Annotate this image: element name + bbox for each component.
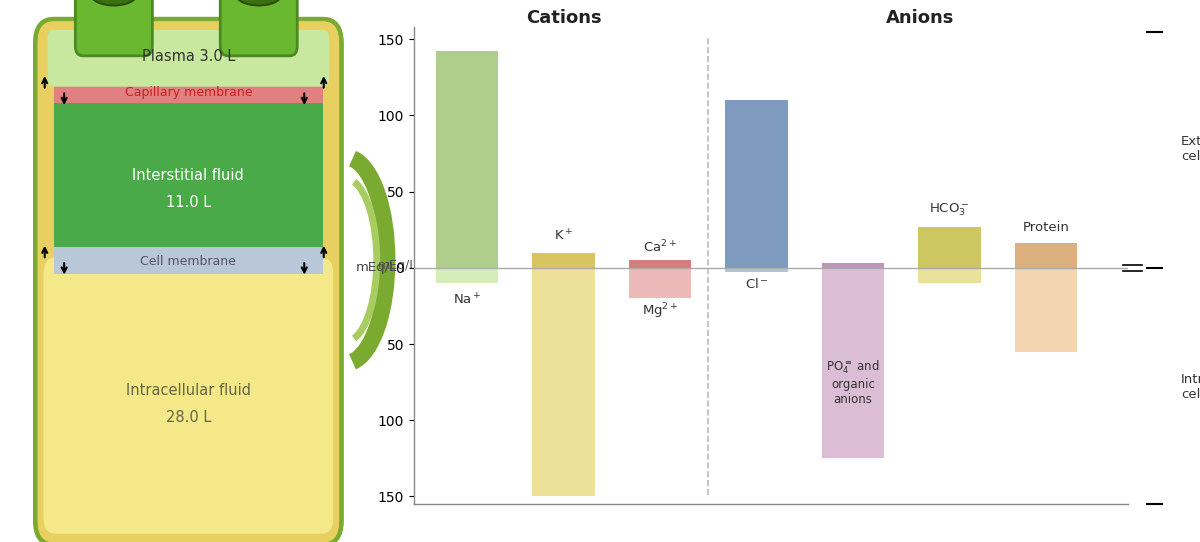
- Text: Capillary membrane: Capillary membrane: [125, 86, 252, 99]
- Text: 28.0 L: 28.0 L: [166, 410, 211, 425]
- Text: Anions: Anions: [887, 9, 955, 27]
- Bar: [725, 268, 788, 273]
- Text: Intra-
cellular: Intra- cellular: [1181, 373, 1200, 401]
- Bar: [822, 268, 884, 459]
- Text: mEq/L: mEq/L: [378, 259, 418, 272]
- Text: Interstitial fluid: Interstitial fluid: [132, 167, 245, 183]
- FancyBboxPatch shape: [48, 30, 329, 87]
- Text: Plasma 3.0 L: Plasma 3.0 L: [142, 49, 235, 64]
- FancyBboxPatch shape: [221, 0, 298, 56]
- Bar: [54, 33, 323, 79]
- Bar: [629, 268, 691, 298]
- Bar: [436, 268, 498, 283]
- FancyBboxPatch shape: [76, 0, 152, 56]
- Text: HCO$_3^-$: HCO$_3^-$: [929, 201, 970, 217]
- Text: 11.0 L: 11.0 L: [166, 195, 211, 210]
- Bar: [54, 103, 323, 247]
- Bar: [918, 227, 980, 268]
- Text: Intracellular fluid: Intracellular fluid: [126, 383, 251, 398]
- Text: mEq/L: mEq/L: [356, 261, 397, 274]
- Text: Protein: Protein: [1022, 221, 1069, 234]
- Bar: [532, 253, 595, 268]
- Ellipse shape: [91, 0, 137, 5]
- Bar: [629, 260, 691, 268]
- Text: Ca$^{2+}$: Ca$^{2+}$: [643, 239, 677, 256]
- Ellipse shape: [236, 0, 282, 5]
- FancyBboxPatch shape: [35, 19, 342, 542]
- Text: Cell membrane: Cell membrane: [140, 255, 236, 268]
- Bar: [532, 268, 595, 496]
- Text: PO$^{\equiv}_{4}$ and
organic
anions: PO$^{\equiv}_{4}$ and organic anions: [826, 358, 880, 406]
- Text: Mg$^{2+}$: Mg$^{2+}$: [642, 301, 678, 321]
- Bar: [822, 263, 884, 268]
- Text: Extra-
cellular: Extra- cellular: [1181, 135, 1200, 163]
- Text: Na$^+$: Na$^+$: [452, 292, 481, 307]
- Text: K$^+$: K$^+$: [554, 228, 574, 243]
- Bar: [54, 79, 323, 103]
- Bar: [725, 100, 788, 268]
- Bar: [1015, 243, 1078, 268]
- Bar: [1015, 268, 1078, 352]
- Bar: [918, 268, 980, 283]
- Text: Cl$^-$: Cl$^-$: [745, 277, 768, 291]
- Bar: [436, 51, 498, 268]
- Text: Cations: Cations: [526, 9, 601, 27]
- FancyBboxPatch shape: [43, 257, 334, 534]
- Bar: [54, 247, 323, 274]
